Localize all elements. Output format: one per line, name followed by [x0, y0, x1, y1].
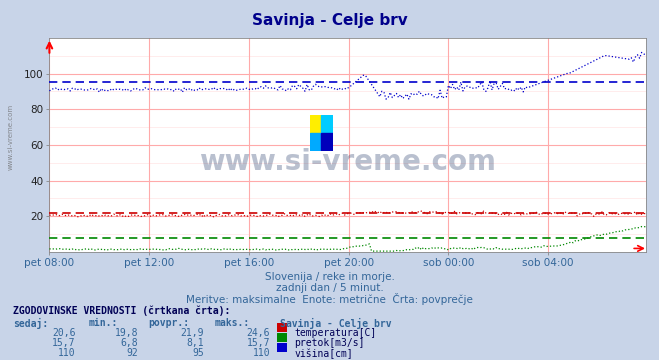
Bar	[310, 115, 322, 133]
Text: 15,7: 15,7	[246, 338, 270, 348]
Text: 20,6: 20,6	[52, 328, 76, 338]
Text: 21,9: 21,9	[181, 328, 204, 338]
Text: 92: 92	[127, 348, 138, 359]
Text: 8,1: 8,1	[186, 338, 204, 348]
Text: www.si-vreme.com: www.si-vreme.com	[199, 148, 496, 176]
Text: 15,7: 15,7	[52, 338, 76, 348]
Text: zadnji dan / 5 minut.: zadnji dan / 5 minut.	[275, 283, 384, 293]
Text: Slovenija / reke in morje.: Slovenija / reke in morje.	[264, 272, 395, 282]
Text: temperatura[C]: temperatura[C]	[295, 328, 377, 338]
Text: 95: 95	[192, 348, 204, 359]
Text: pretok[m3/s]: pretok[m3/s]	[295, 338, 365, 348]
Bar	[322, 115, 333, 133]
Text: povpr.:: povpr.:	[148, 318, 189, 328]
Text: maks.:: maks.:	[214, 318, 249, 328]
Text: Meritve: maksimalne  Enote: metrične  Črta: povprečje: Meritve: maksimalne Enote: metrične Črta…	[186, 293, 473, 305]
Text: višina[cm]: višina[cm]	[295, 348, 353, 359]
Bar	[310, 133, 322, 151]
Text: www.si-vreme.com: www.si-vreme.com	[8, 104, 14, 170]
Text: 19,8: 19,8	[115, 328, 138, 338]
Text: ZGODOVINSKE VREDNOSTI (črtkana črta):: ZGODOVINSKE VREDNOSTI (črtkana črta):	[13, 306, 231, 316]
Text: Savinja - Celje brv: Savinja - Celje brv	[280, 318, 391, 329]
Text: min.:: min.:	[89, 318, 119, 328]
Text: Savinja - Celje brv: Savinja - Celje brv	[252, 13, 407, 28]
Bar	[322, 133, 333, 151]
Text: sedaj:: sedaj:	[13, 318, 48, 329]
Text: 24,6: 24,6	[246, 328, 270, 338]
Text: 110: 110	[252, 348, 270, 359]
Text: 6,8: 6,8	[121, 338, 138, 348]
Text: 110: 110	[58, 348, 76, 359]
